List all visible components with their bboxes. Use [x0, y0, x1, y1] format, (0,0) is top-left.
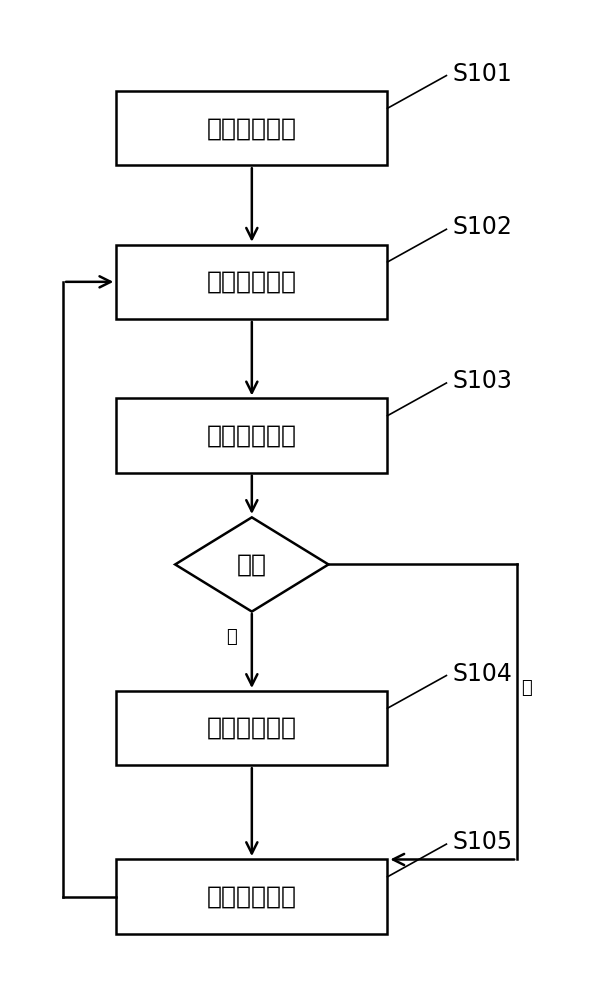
Text: S105: S105 — [452, 830, 512, 854]
Text: 否: 否 — [226, 628, 237, 646]
Text: S104: S104 — [452, 662, 512, 686]
FancyBboxPatch shape — [116, 245, 388, 319]
Text: 采集数据步骤: 采集数据步骤 — [207, 270, 297, 294]
Text: 故障: 故障 — [237, 552, 267, 576]
Text: S102: S102 — [452, 215, 512, 239]
Text: 校正范围步骤: 校正范围步骤 — [207, 716, 297, 740]
FancyBboxPatch shape — [116, 398, 388, 473]
FancyBboxPatch shape — [116, 859, 388, 934]
Text: 构建模型步骤: 构建模型步骤 — [207, 116, 297, 140]
FancyBboxPatch shape — [116, 691, 388, 765]
Text: 是: 是 — [521, 679, 532, 697]
FancyBboxPatch shape — [116, 91, 388, 165]
Text: S103: S103 — [452, 369, 512, 393]
Text: 预测范围步骤: 预测范围步骤 — [207, 885, 297, 909]
Text: S101: S101 — [452, 62, 512, 86]
Text: 故障检测步骤: 故障检测步骤 — [207, 424, 297, 448]
Polygon shape — [175, 517, 328, 612]
